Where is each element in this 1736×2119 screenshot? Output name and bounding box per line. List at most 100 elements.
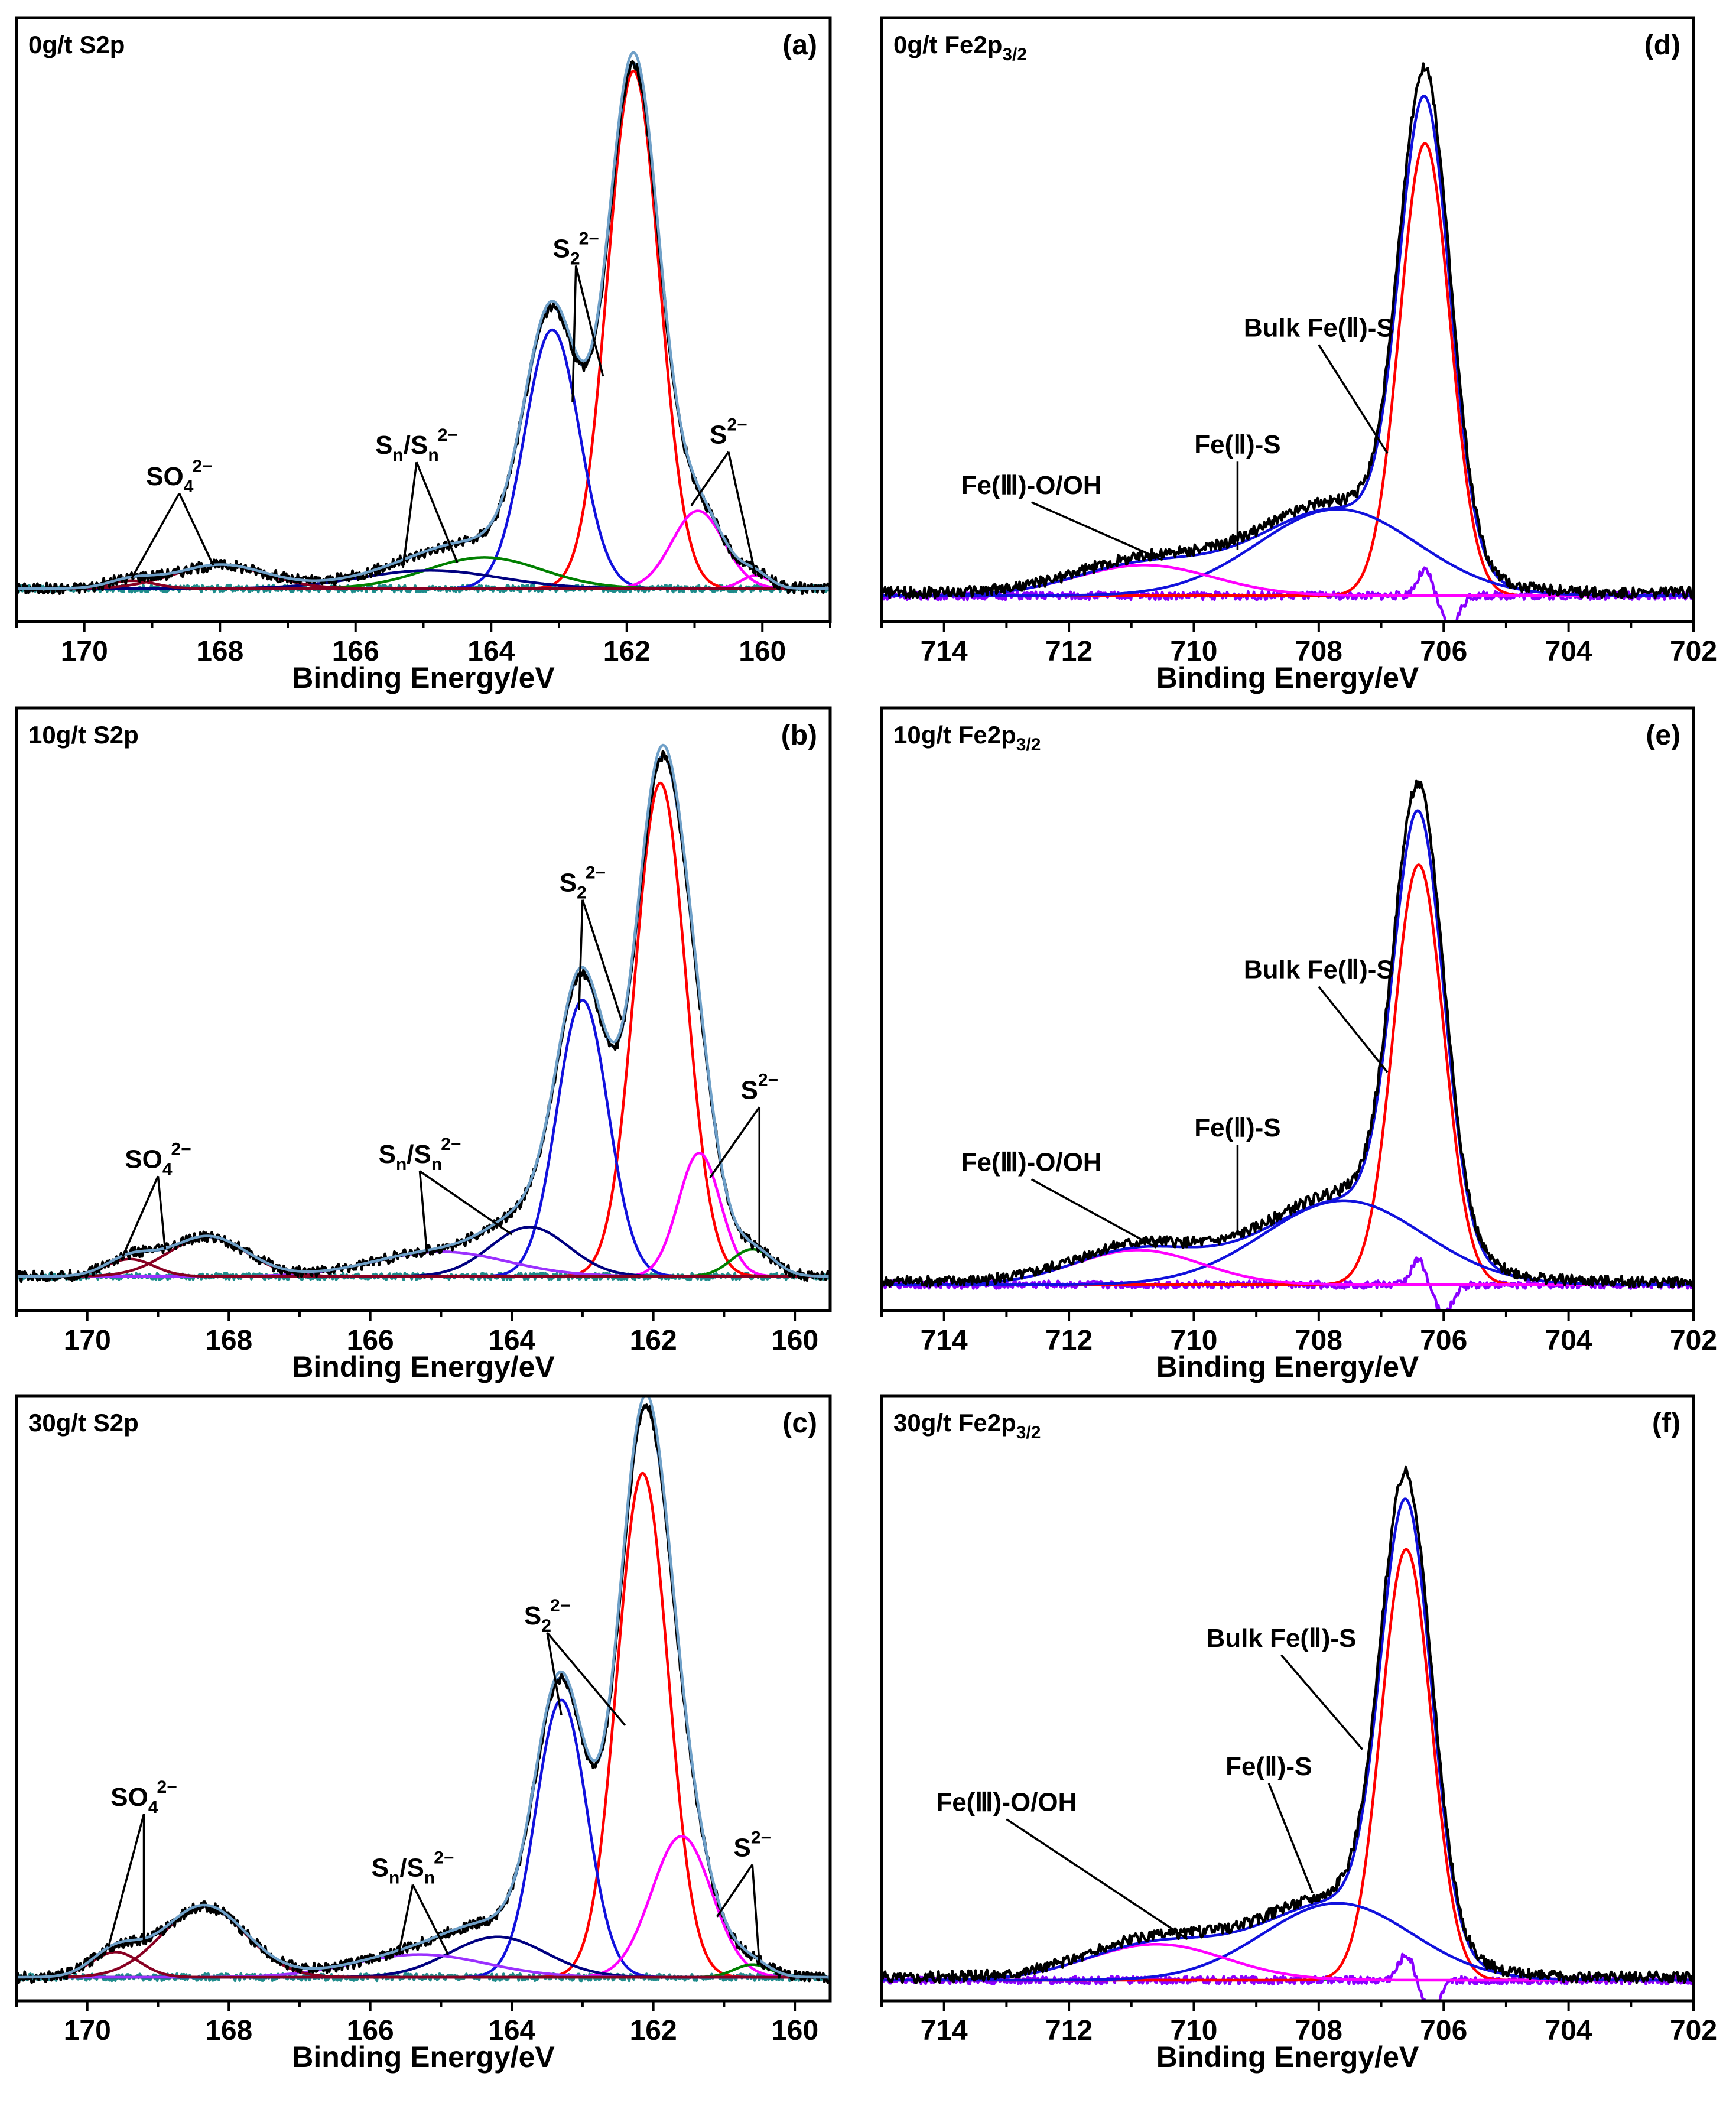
x-tick-label: 168 [205,2015,252,2046]
annotation-leader-line [574,265,604,377]
peak-annotation-label: Bulk Fe(Ⅱ)-S [1244,956,1394,984]
panel-letter: (c) [782,1408,817,1439]
annotation-leader-line [107,1814,145,1948]
annotation-part: SO [146,462,184,491]
annotation-part: S [375,431,392,460]
plot-frame [880,706,1695,1312]
plot-frame [15,16,832,623]
component-peak-8 [17,1257,830,1278]
peak-annotation-label: SO42− [146,457,212,496]
x-tick-label: 702 [1670,1325,1717,1356]
component-peak-2 [882,1902,1693,1982]
raw-data-series [882,779,1693,1289]
annotation-part: 2− [434,1848,454,1867]
raw-data-overlay [17,1396,830,1979]
annotation-leader-line [411,1884,449,1955]
x-tick-label: 714 [921,2015,968,2046]
x-tick-label: 712 [1045,1325,1093,1356]
annotation-part: 2 [577,883,587,903]
annotation-leader-line [751,1864,761,1965]
peak-annotation-label: Fe(Ⅱ)-S [1225,1752,1312,1781]
x-tick-label: 166 [332,636,379,667]
annotation-part: n [392,446,403,465]
panel-title-subscript: 3/2 [1016,735,1041,755]
plot-area [882,779,1693,1311]
panel-f: 714 712 710 708 706 704 702 Binding Energy/eV 30… [880,1394,1717,2074]
x-tick-label: 170 [64,1325,111,1356]
x-tick-label: 704 [1545,2015,1592,2046]
panel-title-subscript: 3/2 [1016,1423,1041,1442]
annotation-part: 2− [586,863,606,883]
panel-title-subscript: 3/2 [1002,45,1027,64]
plot-frame [880,16,1695,623]
annotation-part: SO [125,1145,162,1174]
x-tick-label: 714 [921,1325,968,1356]
panel-a: 170 168 166 164 162 160 Binding Energy/eV 0g/t … [15,16,832,694]
peak-annotation-label: Fe(Ⅲ)-O/OH [961,1148,1102,1177]
x-tick-label: 162 [630,2015,677,2046]
panel-b: 170 168 166 164 162 160 Binding Energy/eV 10g/t… [15,706,832,1383]
annotation-part: S [560,869,577,898]
panel-title: 10g/t Fe2p3/2 [893,721,1041,755]
component-peak-1 [882,142,1693,597]
x-tick-label: 702 [1670,2015,1717,2046]
annotation-part: n [389,1868,399,1887]
peak-annotation-label: S22− [524,1596,570,1636]
annotation-part: 4 [184,477,194,496]
residual-series [882,1952,1693,2001]
annotation-part: Fe(Ⅲ)-O/OH [961,471,1102,500]
component-peak-2 [882,1199,1693,1286]
panel-title: 30g/t S2p [28,1409,139,1436]
plot-area [17,51,830,596]
annotation-part: 2 [541,1616,551,1636]
component-peak-2 [17,1698,830,1979]
x-tick-label: 706 [1420,2015,1467,2046]
peak-annotation-label: S2− [710,415,747,450]
panel-letter: (b) [781,720,817,751]
panel-e: 714 712 710 708 706 704 702 Binding Energy/eV 10… [880,706,1717,1383]
envelope-series [882,809,1693,1286]
residual-series [882,566,1693,622]
panel-title: 0g/t S2p [28,31,125,58]
raw-data-series [882,62,1693,600]
panel-title: 0g/t Fe2p3/2 [893,31,1027,64]
annotation-part: S [372,1853,389,1882]
annotation-leader-line [581,899,623,1020]
x-tick-label: 710 [1170,1325,1217,1356]
annotation-part: S [553,234,570,263]
x-tick-label: 164 [467,636,515,667]
raw-data-overlay [17,51,830,590]
peak-annotation-label: Bulk Fe(Ⅱ)-S [1244,313,1394,342]
annotation-leader-line [1030,501,1163,561]
panel-letter: (d) [1644,30,1680,61]
x-tick-label: 170 [61,636,108,667]
annotation-part: Bulk Fe(Ⅱ)-S [1206,1624,1356,1653]
x-tick-label: 160 [739,636,786,667]
annotation-leader-line [415,462,459,563]
raw-data-overlay [17,743,830,1278]
peak-annotation-label: Sn/Sn2− [375,425,458,465]
x-tick-label: 166 [347,1325,394,1356]
annotation-part: 2− [751,1828,771,1847]
panel-letter: (e) [1646,720,1680,751]
component-peak-8 [17,579,830,590]
plot-area [17,1396,830,1984]
panel-letter: (a) [782,30,817,61]
annotation-leader-line [1318,986,1389,1073]
x-tick-label: 162 [630,1325,677,1356]
peak-annotation-label: S2− [733,1828,771,1862]
residual-series [882,1256,1693,1311]
annotation-leader-line [402,462,418,568]
annotation-leader-line [1280,1654,1364,1750]
component-peak-2 [17,999,830,1278]
x-tick-label: 162 [603,636,651,667]
panel-title: 10g/t S2p [28,721,139,749]
annotation-leader-line [157,1176,167,1250]
x-axis-label: Binding Energy/eV [1156,2040,1419,2074]
annotation-part: Fe(Ⅱ)-S [1194,1113,1280,1142]
annotation-part: 2 [570,249,580,268]
panel-c: 170 168 166 164 162 160 Binding Energy/eV 30g/t… [15,1394,832,2074]
x-tick-label: 160 [771,1325,818,1356]
peak-annotation-label: S22− [553,229,599,268]
